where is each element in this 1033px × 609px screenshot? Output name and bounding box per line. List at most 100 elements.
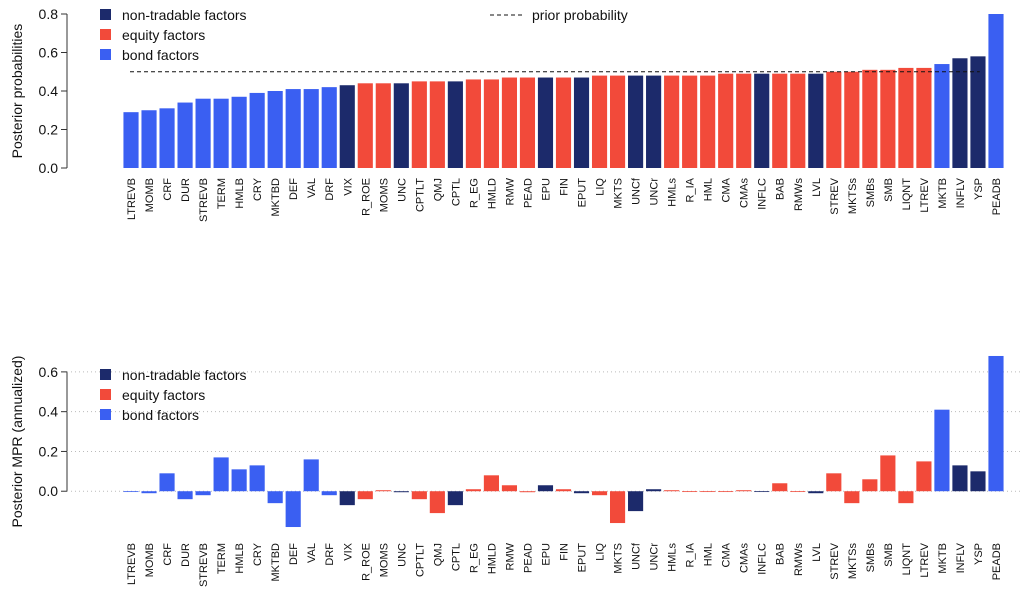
bar bbox=[177, 102, 193, 168]
x-tick-label: STREVB bbox=[198, 178, 210, 222]
bar bbox=[790, 491, 806, 493]
bar bbox=[519, 77, 536, 168]
x-tick-label: HMLB bbox=[234, 178, 246, 209]
bar bbox=[141, 491, 157, 494]
x-tick-label: CRF bbox=[162, 178, 174, 201]
x-tick-label: DEF bbox=[288, 543, 300, 565]
x-tick-label: SMBs bbox=[865, 178, 877, 208]
bar bbox=[339, 491, 355, 506]
x-tick-label: BAB bbox=[775, 543, 787, 565]
bar bbox=[537, 485, 554, 492]
y-tick-label: 0.6 bbox=[39, 45, 59, 61]
x-tick-label: MKTS bbox=[613, 543, 625, 574]
legend-label: non-tradable factors bbox=[122, 7, 247, 23]
bar bbox=[591, 75, 608, 168]
legend-swatch bbox=[100, 389, 111, 400]
bar bbox=[429, 81, 445, 168]
bar bbox=[123, 491, 139, 493]
bar bbox=[826, 71, 842, 168]
bar bbox=[754, 73, 770, 168]
bar bbox=[555, 489, 572, 492]
x-tick-label: MOMB bbox=[144, 543, 156, 577]
bar bbox=[339, 85, 355, 168]
x-tick-label: INFLC bbox=[757, 178, 769, 210]
legend-label: prior probability bbox=[532, 7, 628, 23]
x-tick-label: BAB bbox=[775, 178, 787, 200]
x-tick-label: VAL bbox=[306, 178, 318, 198]
bar bbox=[862, 69, 878, 168]
bar bbox=[934, 64, 950, 168]
bar bbox=[303, 459, 319, 492]
x-tick-label: SMB bbox=[883, 543, 895, 567]
bar bbox=[249, 92, 265, 168]
x-tick-label: HMLs bbox=[667, 178, 679, 207]
x-tick-label: DEF bbox=[288, 178, 300, 200]
bar bbox=[231, 469, 247, 492]
x-tick-label: UNC bbox=[396, 543, 408, 567]
x-tick-label: QMJ bbox=[432, 178, 444, 201]
bar bbox=[465, 79, 481, 168]
bar bbox=[249, 465, 265, 492]
bar bbox=[952, 465, 968, 492]
bar bbox=[898, 67, 914, 168]
y-tick-label: 0.8 bbox=[39, 6, 59, 22]
x-tick-label: CPTL bbox=[450, 543, 462, 571]
x-tick-label: UNCf bbox=[631, 177, 643, 205]
bar bbox=[609, 75, 626, 168]
x-tick-label: DUR bbox=[180, 178, 192, 202]
x-tick-label: HMLB bbox=[234, 543, 246, 574]
bar bbox=[321, 491, 337, 496]
x-tick-label: UNCf bbox=[631, 542, 643, 570]
legend-label: equity factors bbox=[122, 27, 205, 43]
y-axis-title: Posterior MPR (annualized) bbox=[9, 356, 25, 528]
x-tick-label: RMWs bbox=[793, 543, 805, 576]
x-tick-label: PEADB bbox=[991, 543, 1003, 580]
x-tick-label: LTREV bbox=[919, 542, 931, 577]
y-tick-label: 0.6 bbox=[39, 364, 59, 380]
bar bbox=[609, 491, 626, 524]
x-tick-label: VAL bbox=[306, 543, 318, 563]
bar bbox=[934, 409, 950, 492]
bar bbox=[988, 355, 1004, 492]
x-tick-label: CPTL bbox=[450, 178, 462, 206]
x-tick-label: CMA bbox=[721, 177, 733, 202]
bar bbox=[970, 471, 986, 492]
x-tick-label: MOMS bbox=[378, 543, 390, 577]
legend-swatch bbox=[100, 409, 111, 420]
x-tick-label: STREV bbox=[829, 542, 841, 579]
bar bbox=[141, 110, 157, 168]
x-tick-label: QMJ bbox=[432, 543, 444, 566]
x-tick-label: YSP bbox=[973, 543, 985, 565]
bar bbox=[321, 87, 337, 168]
legend-swatch bbox=[100, 49, 111, 60]
x-tick-label: TERM bbox=[216, 178, 228, 209]
bar bbox=[916, 67, 932, 168]
bar bbox=[159, 108, 175, 168]
legend-label: non-tradable factors bbox=[122, 367, 247, 383]
bar bbox=[573, 491, 590, 494]
bar bbox=[213, 98, 229, 168]
x-tick-label: MKTB bbox=[937, 543, 949, 574]
bar bbox=[718, 491, 734, 493]
bar bbox=[808, 73, 824, 168]
bar bbox=[357, 83, 373, 168]
x-tick-label: CMAs bbox=[739, 543, 751, 573]
x-tick-label: MKTSs bbox=[847, 178, 859, 215]
bar bbox=[898, 491, 914, 504]
bar bbox=[880, 455, 896, 492]
x-tick-label: MKTBD bbox=[270, 178, 282, 217]
x-tick-label: R_IA bbox=[685, 542, 697, 567]
x-tick-label: HMLD bbox=[486, 543, 498, 574]
bar bbox=[880, 69, 896, 168]
x-tick-label: LIQNT bbox=[901, 178, 913, 211]
x-tick-label: CRF bbox=[162, 543, 174, 566]
x-tick-label: RMW bbox=[504, 542, 516, 570]
x-tick-label: UNC bbox=[396, 178, 408, 202]
bar bbox=[808, 491, 824, 494]
x-tick-label: STREVB bbox=[198, 543, 210, 587]
y-tick-label: 0.4 bbox=[39, 83, 59, 99]
x-tick-label: EPU bbox=[540, 543, 552, 566]
y-axis-title: Posterior probabilities bbox=[9, 24, 25, 159]
y-tick-label: 0.2 bbox=[39, 443, 59, 459]
